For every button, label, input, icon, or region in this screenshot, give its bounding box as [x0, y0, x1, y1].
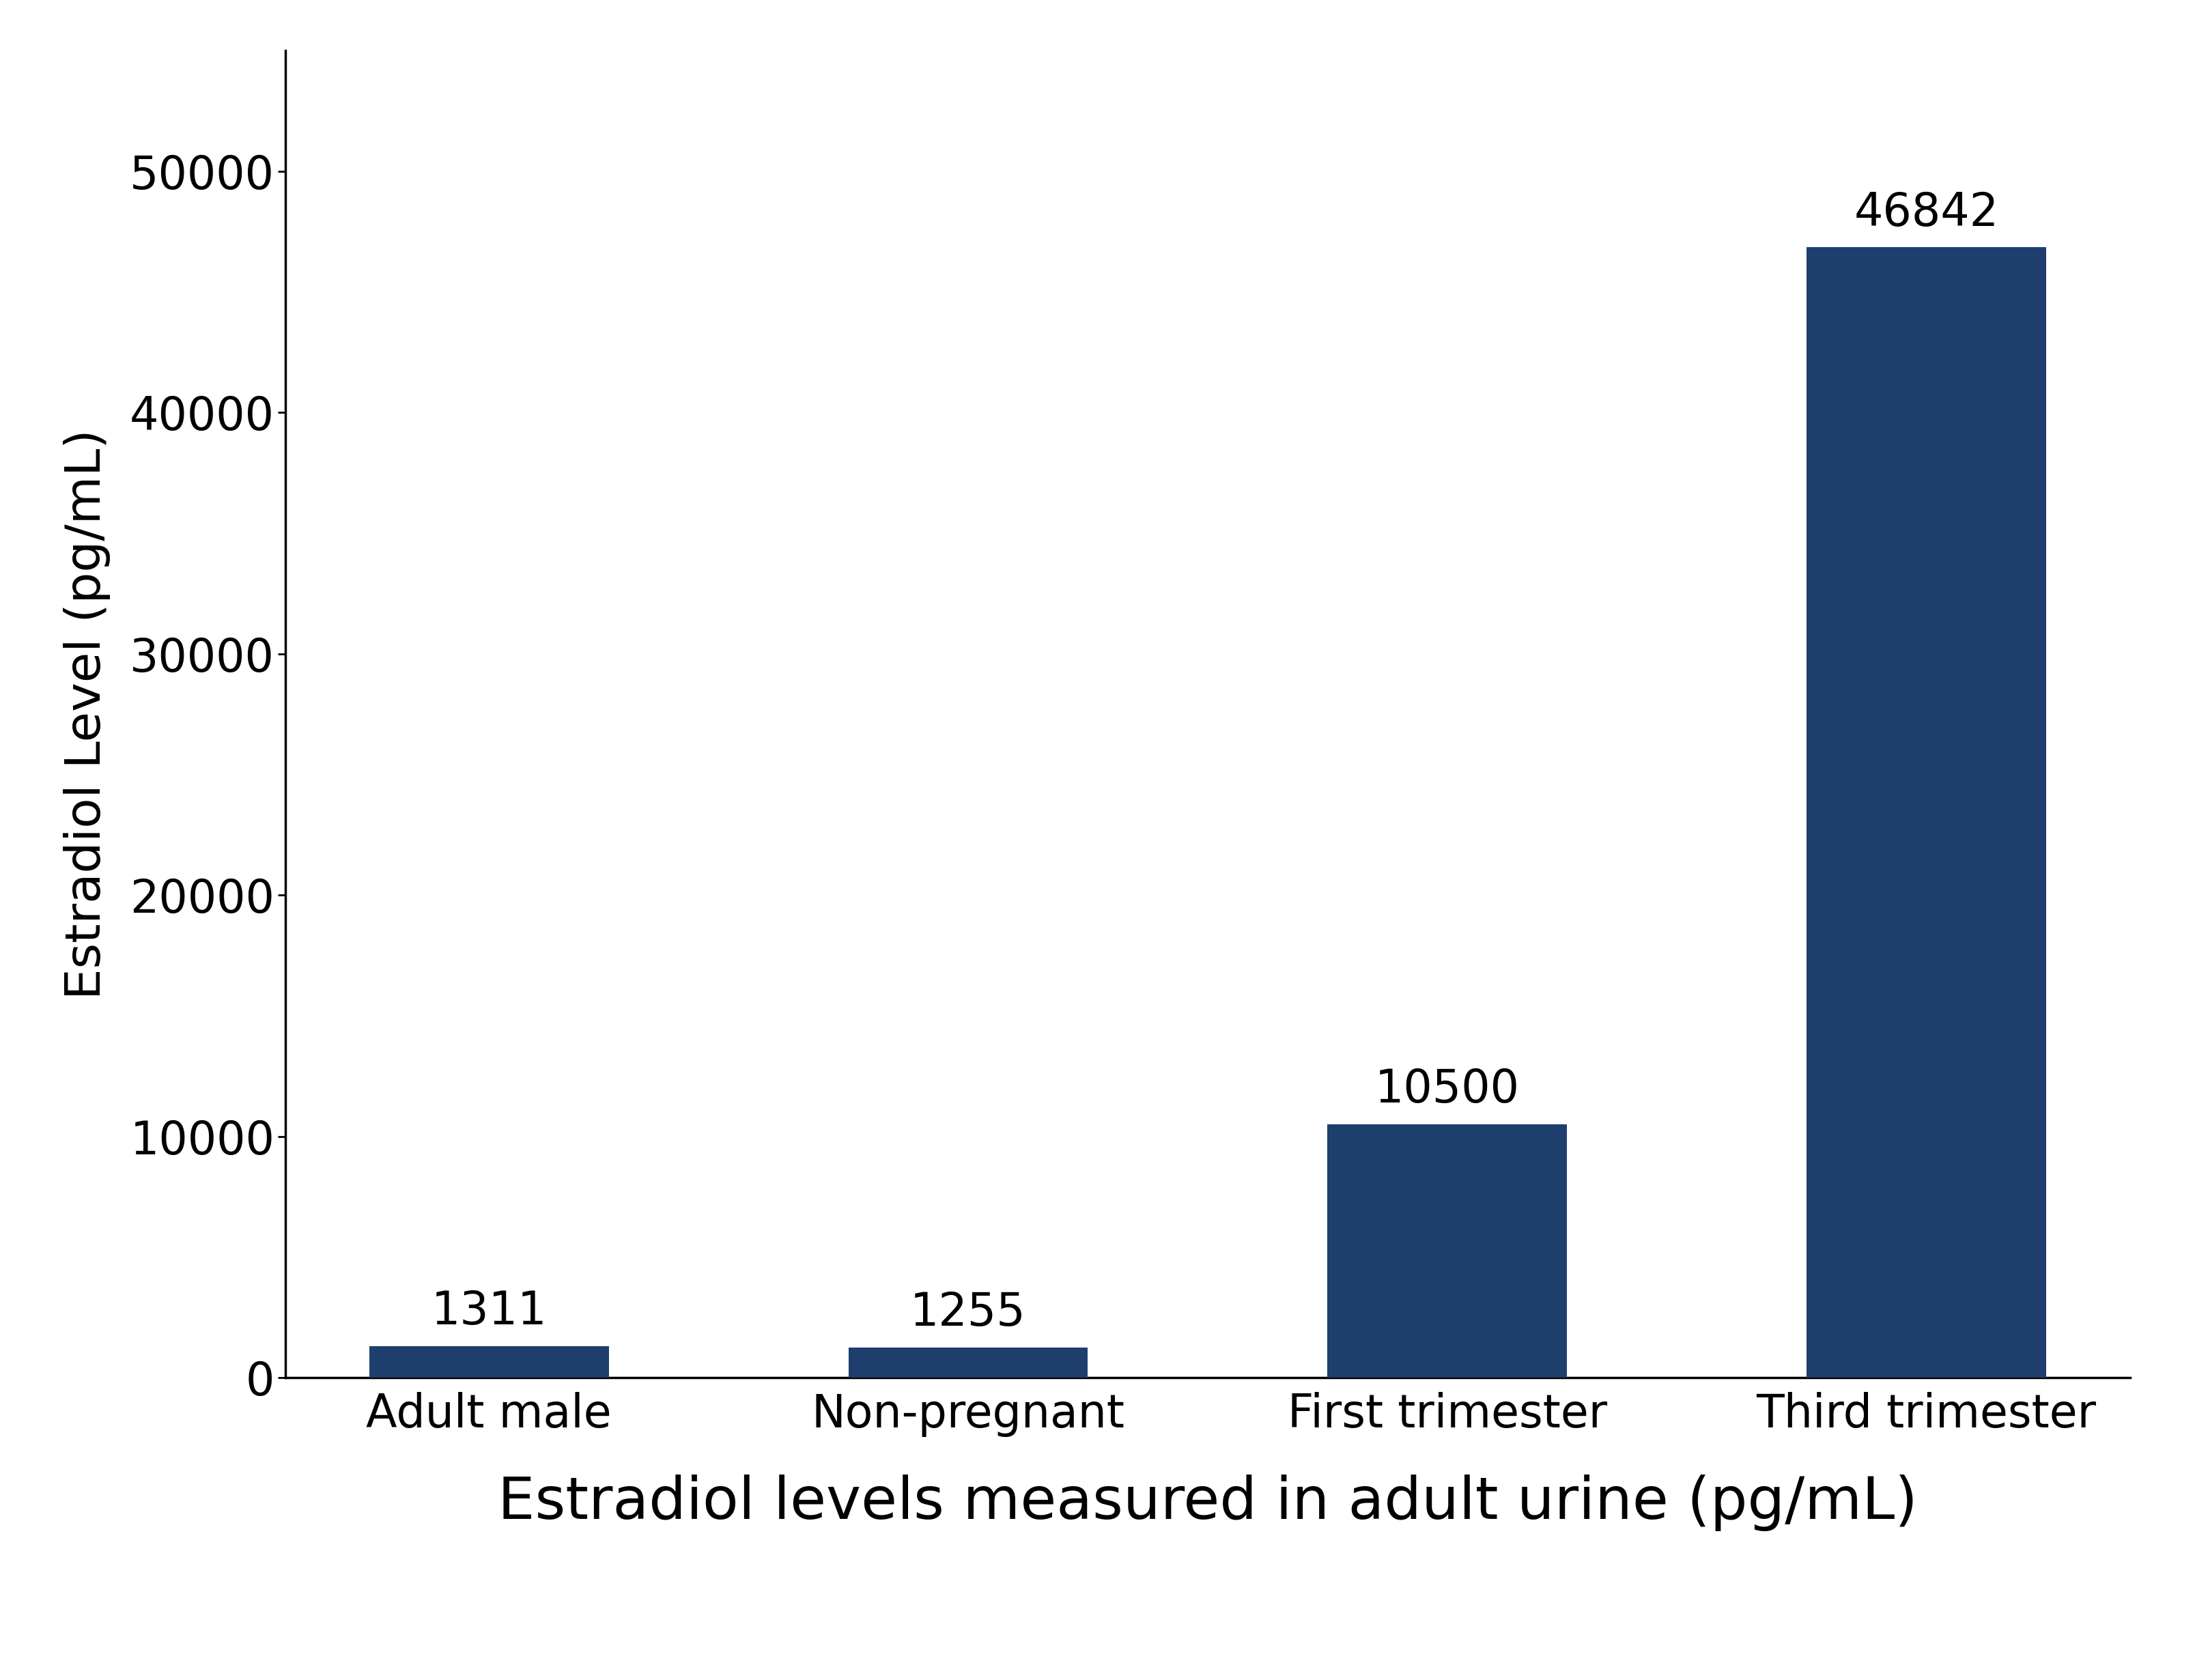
Bar [847, 1347, 1087, 1378]
Bar [1328, 1124, 1567, 1378]
Y-axis label: Estradiol Level (pg/mL): Estradiol Level (pg/mL) [64, 428, 110, 1000]
Text: 1311: 1311 [430, 1289, 547, 1334]
X-axis label: Estradiol levels measured in adult urine (pg/mL): Estradiol levels measured in adult urine… [498, 1475, 1916, 1532]
Text: 46842: 46842 [1853, 190, 1997, 235]
Bar [369, 1346, 608, 1378]
Text: 1255: 1255 [911, 1290, 1025, 1336]
Text: 10500: 10500 [1374, 1067, 1519, 1112]
Bar [1806, 247, 2046, 1378]
